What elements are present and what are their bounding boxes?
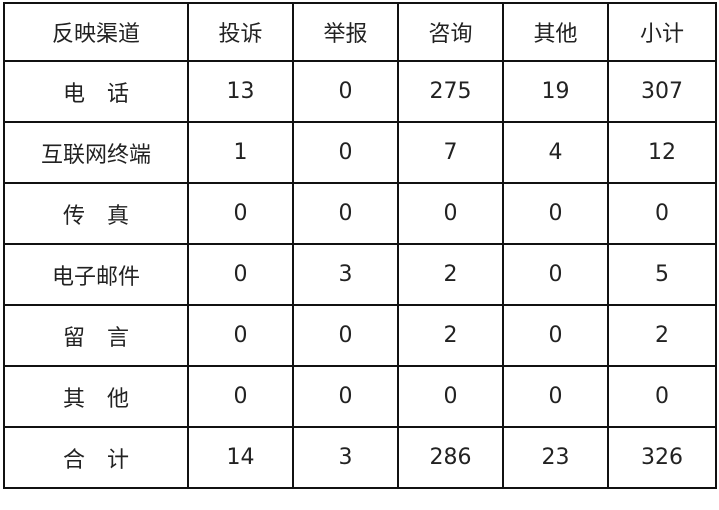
header-cell: 投诉 (187, 2, 294, 62)
header-row: 反映渠道 投诉 举报 咨询 其他 小计 (3, 2, 717, 62)
value-cell: 3 (292, 426, 399, 489)
header-cell: 反映渠道 (3, 2, 189, 62)
value-cell: 0 (187, 365, 294, 428)
value-cell: 0 (292, 304, 399, 367)
value-cell: 5 (607, 243, 717, 306)
value-cell: 307 (607, 60, 717, 123)
value-cell: 0 (607, 365, 717, 428)
channel-statistics-table: 反映渠道 投诉 举报 咨询 其他 小计 电 话 13 0 275 19 307 互联网终端 1… (3, 2, 717, 489)
value-cell: 0 (292, 182, 399, 245)
value-cell: 7 (397, 121, 504, 184)
table-row: 互联网终端 1 0 7 4 12 (3, 121, 717, 184)
value-cell: 286 (397, 426, 504, 489)
value-cell: 0 (607, 182, 717, 245)
value-cell: 19 (502, 60, 609, 123)
value-cell: 0 (292, 121, 399, 184)
value-cell: 13 (187, 60, 294, 123)
header-cell: 咨询 (397, 2, 504, 62)
value-cell: 1 (187, 121, 294, 184)
header-cell: 举报 (292, 2, 399, 62)
table-row: 电子邮件 0 3 2 0 5 (3, 243, 717, 306)
header-cell: 其他 (502, 2, 609, 62)
value-cell: 0 (187, 243, 294, 306)
value-cell: 3 (292, 243, 399, 306)
value-cell: 275 (397, 60, 504, 123)
value-cell: 14 (187, 426, 294, 489)
value-cell: 0 (187, 182, 294, 245)
value-cell: 0 (292, 365, 399, 428)
channel-cell: 留 言 (3, 304, 189, 367)
channel-cell: 合 计 (3, 426, 189, 489)
value-cell: 23 (502, 426, 609, 489)
value-cell: 0 (397, 182, 504, 245)
value-cell: 2 (397, 243, 504, 306)
value-cell: 0 (292, 60, 399, 123)
value-cell: 2 (607, 304, 717, 367)
channel-cell: 互联网终端 (3, 121, 189, 184)
table-row: 电 话 13 0 275 19 307 (3, 60, 717, 123)
value-cell: 0 (502, 243, 609, 306)
value-cell: 2 (397, 304, 504, 367)
value-cell: 0 (187, 304, 294, 367)
table-row: 合 计 14 3 286 23 326 (3, 426, 717, 489)
value-cell: 0 (502, 182, 609, 245)
channel-cell: 电子邮件 (3, 243, 189, 306)
value-cell: 326 (607, 426, 717, 489)
channel-cell: 其 他 (3, 365, 189, 428)
value-cell: 0 (397, 365, 504, 428)
value-cell: 12 (607, 121, 717, 184)
header-cell: 小计 (607, 2, 717, 62)
value-cell: 0 (502, 304, 609, 367)
channel-cell: 传 真 (3, 182, 189, 245)
value-cell: 0 (502, 365, 609, 428)
channel-cell: 电 话 (3, 60, 189, 123)
value-cell: 4 (502, 121, 609, 184)
